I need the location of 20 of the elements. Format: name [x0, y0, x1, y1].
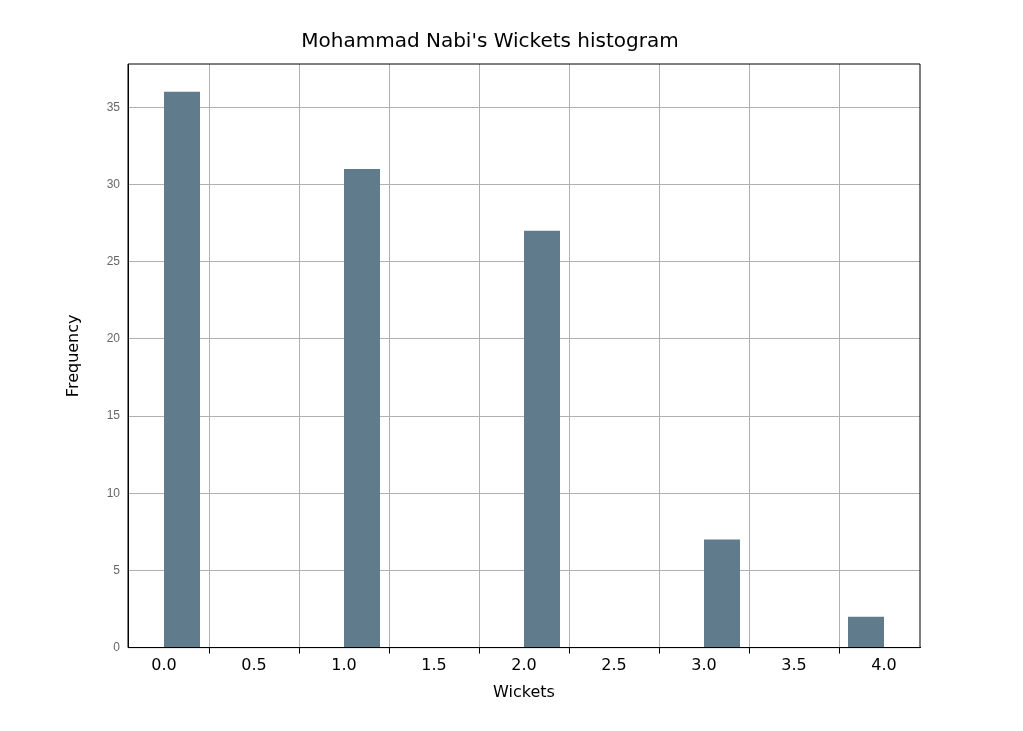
x-axis-title: Wickets	[493, 681, 555, 701]
y-tick-label: 5	[113, 562, 121, 577]
y-tick-label: 10	[106, 485, 121, 500]
y-tick-label: 25	[106, 253, 121, 268]
x-tick-label: 3.0	[691, 655, 717, 675]
x-tick-label: 0.0	[151, 655, 177, 675]
x-tick-label: 2.0	[511, 655, 537, 675]
y-tick-label: 15	[106, 408, 121, 423]
x-tick-label: 2.5	[601, 655, 627, 675]
x-tick-label: 1.0	[331, 655, 357, 675]
x-tick-label: 3.5	[781, 655, 807, 675]
x-tick-label: 0.5	[241, 655, 267, 675]
x-tick-label: 1.5	[421, 655, 447, 675]
y-axis-title: Frequency	[62, 314, 82, 398]
y-tick-label: 30	[106, 176, 121, 191]
y-tick-label: 0	[113, 639, 121, 654]
x-tick-label: 4.0	[871, 655, 897, 675]
y-tick-label: 35	[106, 99, 121, 114]
y-tick-label: 20	[106, 331, 121, 346]
chart-title: Mohammad Nabi's Wickets histogram	[301, 28, 679, 53]
